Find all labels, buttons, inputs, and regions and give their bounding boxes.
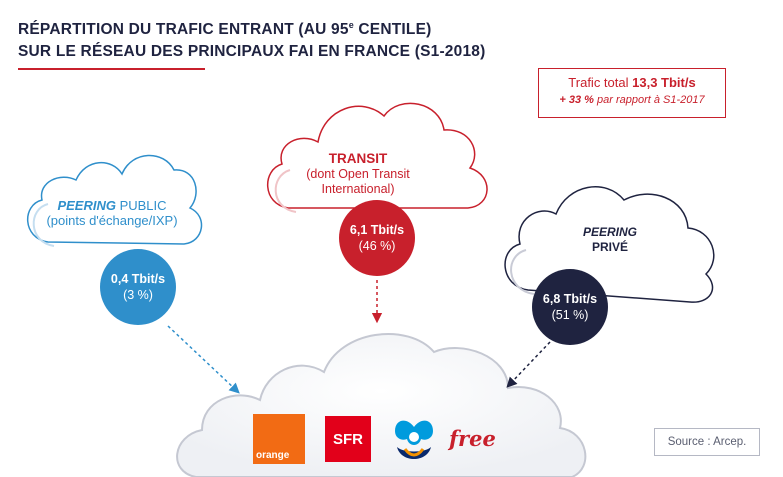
transit-cloud [267, 102, 488, 209]
total-growth-line: + 33 % par rapport à S1-2017 [559, 94, 705, 106]
source-note: Source : Arcep. [654, 428, 760, 456]
total-traffic-value: 13,3 Tbit/s [632, 75, 696, 90]
peering-public-share: (3 %) [123, 288, 153, 302]
title-line2: SUR LE RÉSEAU DES PRINCIPAUX FAI EN FRAN… [18, 43, 486, 61]
transit-value-circle: 6,1 Tbit/s (46 %) [339, 200, 415, 276]
arrow-peering-public [167, 325, 240, 394]
total-traffic-line: Trafic total 13,3 Tbit/s [568, 75, 696, 90]
orange-logo: orange [253, 414, 305, 464]
transit-label: TRANSIT (dont Open Transit International… [306, 151, 410, 196]
transit-value: 6,1 Tbit/s [349, 223, 405, 237]
peering-prive-value-circle: 6,8 Tbit/s (51 %) [532, 269, 608, 345]
peering-prive-label: PEERING PRIVÉ [582, 225, 637, 254]
arrow-peering-prive [506, 341, 551, 388]
peering-public-label: PEERING PUBLIC (points d'échange/IXP) [46, 198, 178, 228]
sfr-logo: SFR [325, 416, 371, 462]
peering-public-sublabel: (points d'échange/IXP) [46, 213, 178, 228]
title-underline [18, 68, 205, 70]
peering-prive-value: 6,8 Tbit/s [542, 292, 598, 306]
free-logo: free [449, 426, 496, 451]
peering-public-value-circle: 0,4 Tbit/s (3 %) [100, 249, 176, 325]
total-traffic-box: Trafic total 13,3 Tbit/s + 33 % par rapp… [538, 68, 726, 118]
peering-public-value: 0,4 Tbit/s [110, 272, 166, 286]
title-line1: RÉPARTITION DU TRAFIC ENTRANT (AU 95e CE… [18, 20, 432, 39]
isp-cloud [176, 333, 587, 477]
bouygues-telecom-logo [387, 413, 441, 467]
transit-share: (46 %) [358, 239, 396, 253]
peering-prive-share: (51 %) [551, 308, 589, 322]
chart-title: RÉPARTITION DU TRAFIC ENTRANT (AU 95e CE… [18, 14, 485, 63]
peering-public-cloud [26, 154, 203, 245]
